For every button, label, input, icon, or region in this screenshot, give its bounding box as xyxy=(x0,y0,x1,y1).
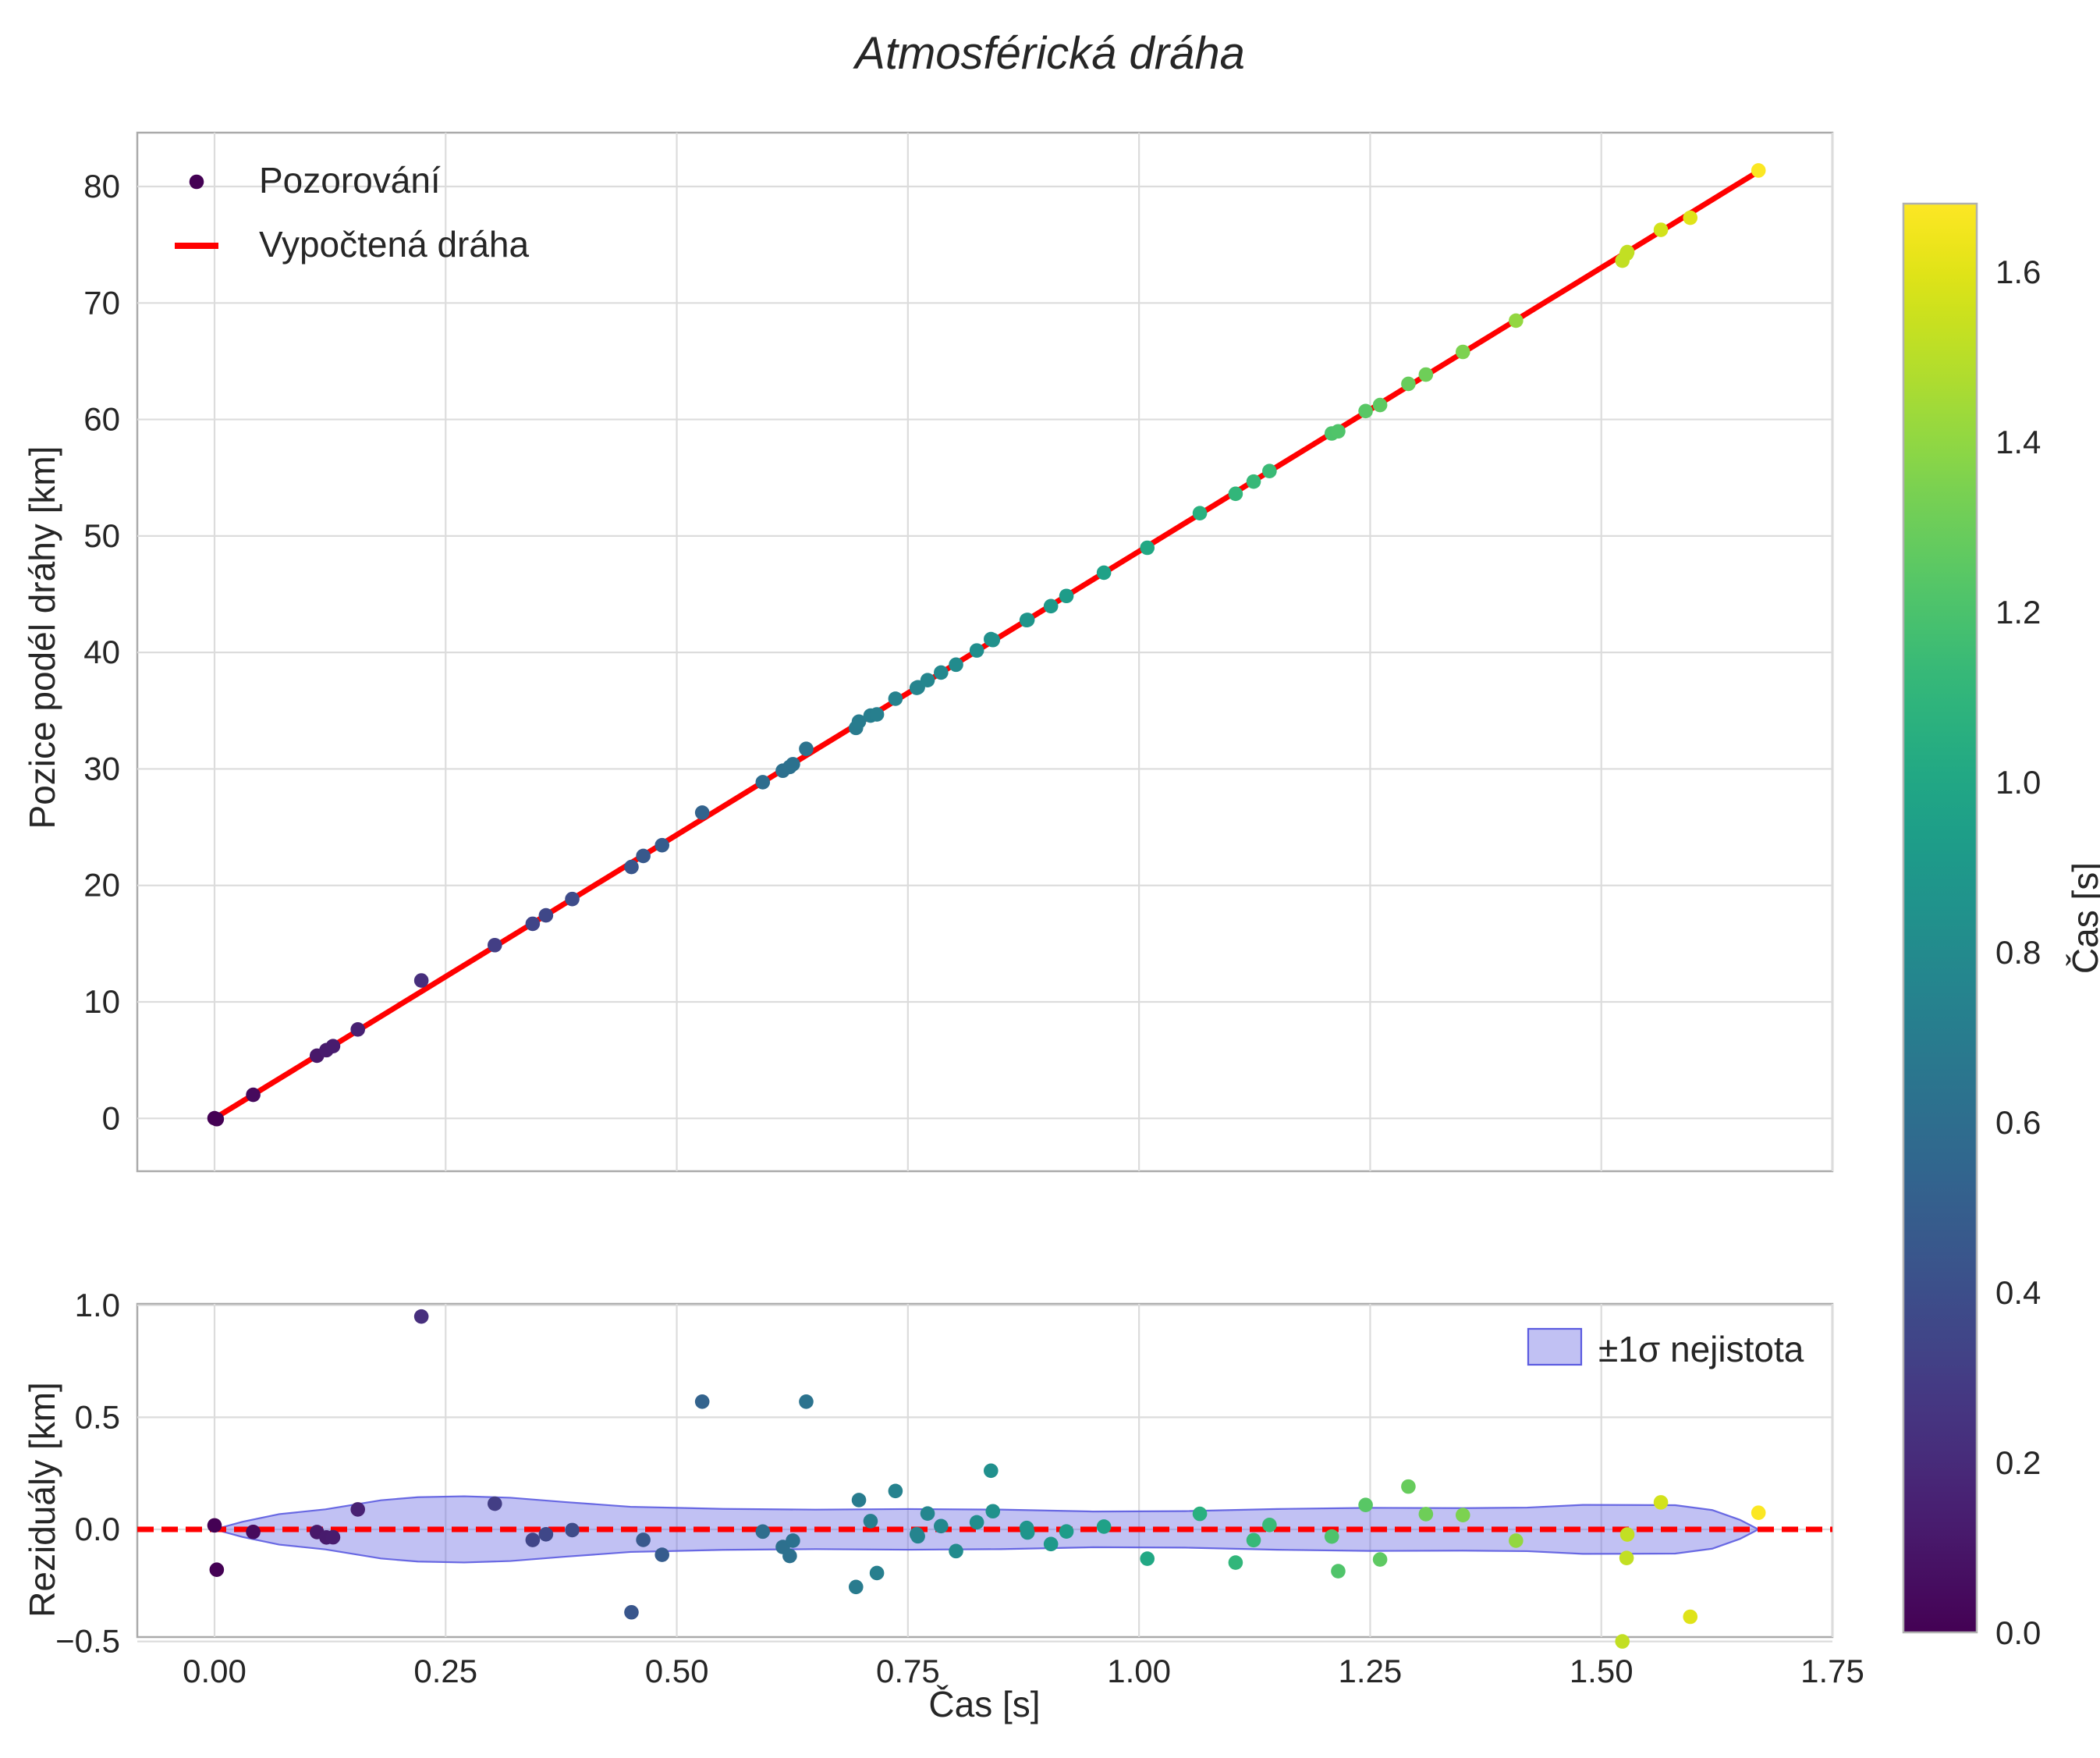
svg-text:0.6: 0.6 xyxy=(1995,1104,2041,1141)
svg-text:Reziduály [km]: Reziduály [km] xyxy=(22,1382,62,1618)
svg-text:0.00: 0.00 xyxy=(183,1653,247,1689)
svg-text:1.75: 1.75 xyxy=(1800,1653,1864,1689)
svg-text:50: 50 xyxy=(83,517,120,554)
svg-text:0.25: 0.25 xyxy=(413,1653,477,1689)
svg-text:1.6: 1.6 xyxy=(1995,254,2041,290)
svg-text:±1σ nejistota: ±1σ nejistota xyxy=(1598,1329,1804,1369)
svg-text:20: 20 xyxy=(83,867,120,904)
svg-text:0.5: 0.5 xyxy=(75,1398,120,1435)
svg-text:1.50: 1.50 xyxy=(1570,1653,1634,1689)
svg-text:1.0: 1.0 xyxy=(75,1287,120,1323)
svg-text:70: 70 xyxy=(83,284,120,321)
svg-text:30: 30 xyxy=(83,750,120,787)
svg-text:0.75: 0.75 xyxy=(876,1653,940,1689)
svg-text:Čas [s]: Čas [s] xyxy=(928,1684,1040,1724)
svg-text:0.0: 0.0 xyxy=(75,1511,120,1547)
svg-text:Atmosférická dráha: Atmosférická dráha xyxy=(853,28,1245,79)
svg-text:80: 80 xyxy=(83,168,120,204)
svg-text:Vypočtená dráha: Vypočtená dráha xyxy=(259,224,530,265)
svg-text:1.4: 1.4 xyxy=(1995,424,2041,460)
svg-text:−0.5: −0.5 xyxy=(55,1623,120,1660)
svg-text:0.50: 0.50 xyxy=(645,1653,709,1689)
svg-text:1.25: 1.25 xyxy=(1339,1653,1403,1689)
svg-text:60: 60 xyxy=(83,401,120,438)
svg-text:1.00: 1.00 xyxy=(1107,1653,1171,1689)
svg-text:1.0: 1.0 xyxy=(1995,764,2041,801)
svg-text:0.4: 0.4 xyxy=(1995,1274,2041,1311)
svg-text:Pozice podél dráhy [km]: Pozice podél dráhy [km] xyxy=(22,446,62,829)
svg-text:0: 0 xyxy=(102,1099,120,1136)
svg-text:0.8: 0.8 xyxy=(1995,934,2041,971)
svg-text:40: 40 xyxy=(83,634,120,670)
svg-text:Čas [s]: Čas [s] xyxy=(2065,862,2100,974)
svg-text:10: 10 xyxy=(83,983,120,1020)
svg-text:0.0: 0.0 xyxy=(1995,1614,2041,1651)
svg-text:1.2: 1.2 xyxy=(1995,594,2041,630)
svg-text:0.2: 0.2 xyxy=(1995,1444,2041,1481)
svg-text:Pozorování: Pozorování xyxy=(259,160,441,201)
